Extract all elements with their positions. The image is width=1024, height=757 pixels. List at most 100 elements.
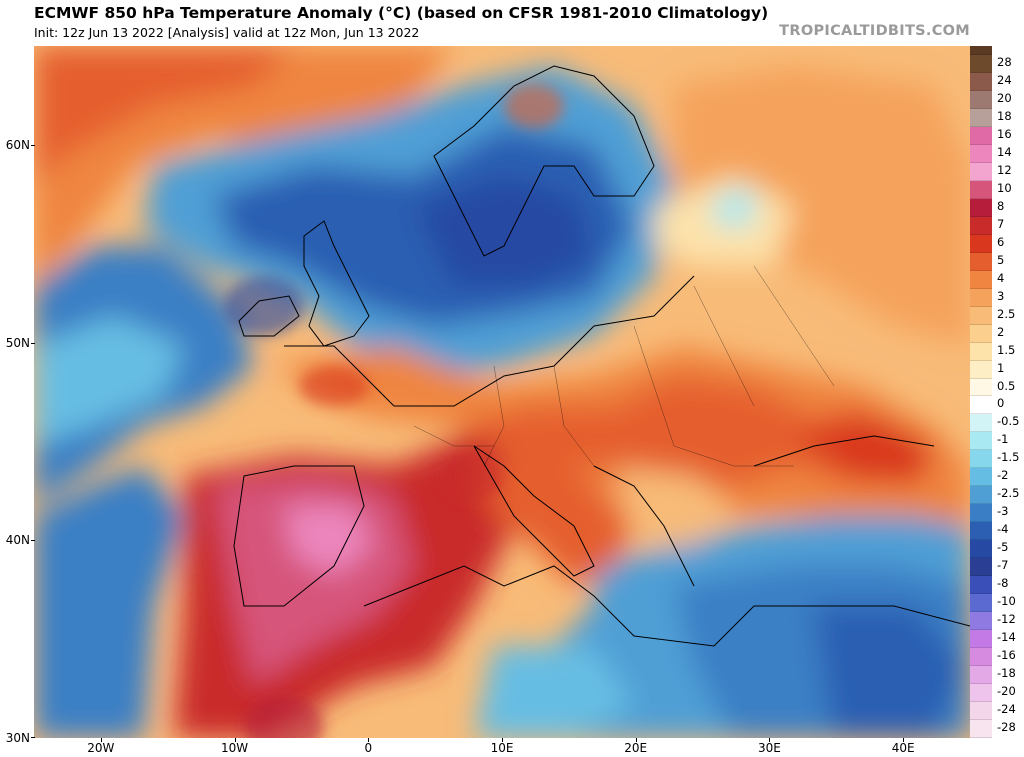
colorbar-label: 7: [997, 216, 1005, 231]
colorbar-label: 1.5: [997, 342, 1016, 357]
colorbar-swatch: [970, 486, 992, 505]
colorbar-swatch: [970, 594, 992, 613]
colorbar-label: 20: [997, 90, 1012, 105]
colorbar-label: 3: [997, 288, 1005, 303]
colorbar-label: -8: [997, 576, 1009, 591]
colorbar-label: -0.5: [997, 414, 1020, 429]
colorbar-swatch: [970, 702, 992, 721]
colorbar-swatch: [970, 108, 992, 127]
colorbar-swatch: [970, 288, 992, 307]
colorbar-label: 0: [997, 396, 1005, 411]
colorbar-label: 8: [997, 198, 1005, 213]
colorbar-swatch: [970, 720, 992, 738]
colorbar-label: 1: [997, 360, 1005, 375]
colorbar-label: 2.5: [997, 306, 1016, 321]
colorbar-swatch: [970, 252, 992, 271]
colorbar-swatch: [970, 72, 992, 91]
x-tick: [368, 738, 370, 742]
colorbar-label: 24: [997, 72, 1012, 87]
colorbar-label: 28: [997, 54, 1012, 69]
y-tick: [31, 540, 35, 542]
colorbar-label: 14: [997, 144, 1012, 159]
colorbar-label: -1.5: [997, 450, 1020, 465]
anomaly-field: [34, 46, 970, 738]
x-tick: [769, 738, 771, 742]
colorbar-swatch: [970, 360, 992, 379]
colorbar-label: 4: [997, 270, 1005, 285]
colorbar: 28 24 20 18 16 14 12 10 8 7 6 5 4 3 2.5 2 1.5 1 0.5 0 -0.5 -1…: [970, 46, 1024, 738]
x-tick: [635, 738, 637, 742]
x-tick: [903, 738, 905, 742]
y-tick-label: 40N: [5, 533, 30, 548]
y-tick: [31, 144, 35, 146]
colorbar-label: -3: [997, 504, 1009, 519]
colorbar-label: 16: [997, 126, 1012, 141]
colorbar-label: 2: [997, 324, 1005, 339]
colorbar-swatch: [970, 414, 992, 433]
colorbar-label: 18: [997, 108, 1012, 123]
colorbar-label: -1: [997, 432, 1009, 447]
colorbar-label: -4: [997, 522, 1009, 537]
colorbar-swatch: [970, 468, 992, 487]
borders: [413, 265, 835, 467]
colorbar-label: -2: [997, 468, 1009, 483]
colorbar-swatch: [970, 234, 992, 253]
colorbar-label: -14: [997, 630, 1016, 645]
colorbar-swatch: [970, 432, 992, 451]
anomaly-detail: [224, 84, 564, 738]
colorbar-swatch: [970, 540, 992, 559]
colorbar-label: -7: [997, 558, 1009, 573]
colorbar-swatch: [970, 558, 992, 577]
colorbar-swatch: [970, 612, 992, 631]
colorbar-swatch: [970, 630, 992, 649]
x-tick-label: 0: [364, 741, 373, 755]
x-tick: [234, 738, 236, 742]
colorbar-swatch: [970, 198, 992, 217]
colorbar-label: 10: [997, 180, 1012, 195]
x-tick-label: 20W: [87, 741, 115, 755]
colorbar-label: -28: [997, 720, 1016, 735]
colorbar-label: -5: [997, 540, 1009, 555]
colorbar-label: 5: [997, 252, 1005, 267]
colorbar-label: -2.5: [997, 486, 1020, 501]
y-tick: [31, 342, 35, 344]
x-tick-label: 30E: [757, 741, 781, 755]
colorbar-label: 6: [997, 234, 1005, 249]
chart-subtitle: Init: 12z Jun 13 2022 [Analysis] valid a…: [34, 25, 420, 40]
colorbar-swatch: [970, 648, 992, 667]
y-tick-label: 30N: [5, 731, 30, 745]
colorbar-swatch: [970, 396, 992, 415]
colorbar-label: 12: [997, 162, 1012, 177]
colorbar-label: -24: [997, 702, 1016, 717]
y-tick: [31, 737, 35, 738]
colorbar-swatch: [970, 576, 992, 595]
colorbar-swatch: [970, 162, 992, 181]
coastlines: [233, 65, 970, 647]
colorbar-swatch: [970, 450, 992, 469]
colorbar-swatch: [970, 684, 992, 703]
anomaly-map: [34, 46, 970, 738]
colorbar-swatch: [970, 216, 992, 235]
colorbar-swatch: [970, 180, 992, 199]
colorbar-label: -10: [997, 594, 1016, 609]
colorbar-label: -16: [997, 648, 1016, 663]
colorbar-swatch: [970, 378, 992, 397]
y-tick-label: 60N: [5, 137, 30, 152]
x-tick: [502, 738, 503, 742]
y-tick-label: 50N: [5, 335, 30, 350]
colorbar-label: -20: [997, 684, 1016, 699]
colorbar-label: 0.5: [997, 378, 1016, 393]
chart-title: ECMWF 850 hPa Temperature Anomaly (°C) (…: [34, 4, 769, 22]
colorbar-swatch: [970, 324, 992, 343]
map-canvas: [34, 46, 970, 738]
brand-watermark: TROPICALTIDBITS.COM: [779, 23, 970, 39]
x-tick-label: 40E: [891, 741, 915, 755]
colorbar-swatch: [970, 54, 992, 73]
colorbar-label: -18: [997, 666, 1016, 681]
colorbar-swatch: [970, 90, 992, 109]
colorbar-swatch: [970, 306, 992, 325]
colorbar-swatch: [970, 144, 992, 163]
colorbar-swatch: [970, 342, 992, 361]
x-tick-label: 20E: [624, 741, 648, 755]
colorbar-swatch: [970, 666, 992, 685]
